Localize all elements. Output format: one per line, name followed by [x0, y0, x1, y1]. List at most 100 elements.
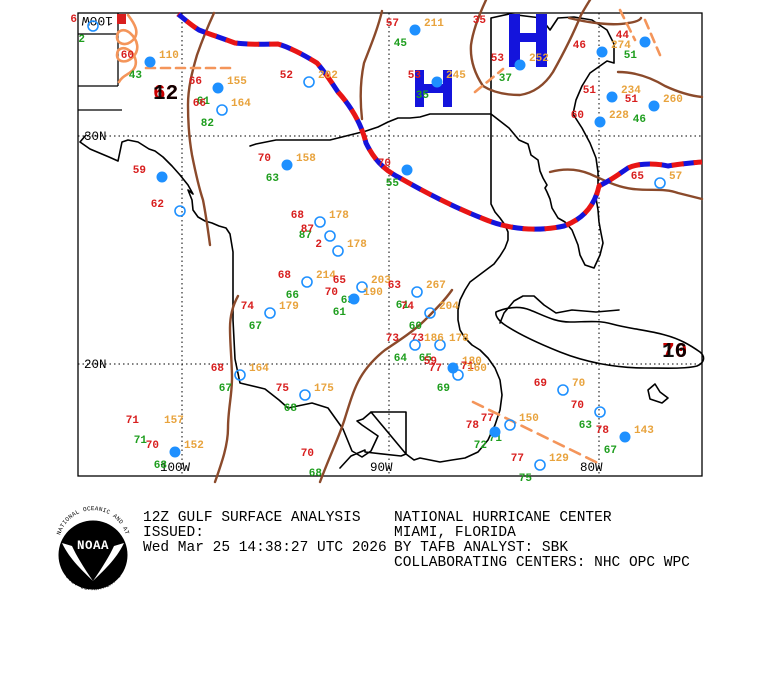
svg-text:68: 68: [291, 210, 305, 222]
svg-text:70: 70: [378, 158, 391, 170]
svg-text:78: 78: [596, 425, 610, 437]
svg-text:67: 67: [604, 445, 617, 457]
svg-text:55: 55: [386, 178, 400, 190]
svg-text:143: 143: [634, 425, 654, 437]
svg-text:12: 12: [153, 83, 178, 106]
svg-text:53: 53: [491, 53, 505, 65]
svg-text:69: 69: [437, 383, 450, 395]
svg-text:202: 202: [318, 70, 338, 82]
svg-text:190: 190: [363, 287, 383, 299]
svg-text:52: 52: [280, 70, 293, 82]
svg-text:260: 260: [663, 94, 683, 106]
svg-text:65: 65: [631, 171, 645, 183]
svg-text:252: 252: [529, 53, 549, 65]
svg-text:164: 164: [231, 98, 251, 110]
svg-text:160: 160: [467, 363, 487, 375]
svg-text:6: 6: [70, 14, 77, 26]
svg-text:77: 77: [511, 453, 524, 465]
svg-text:68: 68: [211, 363, 225, 375]
svg-text:164: 164: [249, 363, 269, 375]
svg-text:78: 78: [466, 420, 480, 432]
svg-text:68: 68: [284, 403, 298, 415]
svg-text:35: 35: [473, 15, 487, 27]
svg-text:75: 75: [276, 383, 290, 395]
svg-text:72: 72: [474, 440, 487, 452]
svg-text:2: 2: [78, 34, 85, 46]
svg-text:68: 68: [278, 270, 292, 282]
svg-text:175: 175: [314, 383, 334, 395]
svg-text:150: 150: [519, 413, 539, 425]
svg-text:67: 67: [249, 321, 262, 333]
svg-text:68: 68: [154, 460, 168, 472]
svg-text:204: 204: [439, 301, 459, 313]
svg-text:60: 60: [571, 110, 584, 122]
svg-text:63: 63: [388, 280, 402, 292]
svg-text:74: 74: [241, 301, 255, 313]
svg-text:45: 45: [394, 38, 408, 50]
svg-text:43: 43: [129, 70, 143, 82]
svg-text:68: 68: [309, 468, 323, 480]
svg-text:60: 60: [121, 50, 134, 62]
svg-text:BY TAFB ANALYST: SBK: BY TAFB ANALYST: SBK: [394, 540, 568, 556]
svg-text:63: 63: [579, 420, 593, 432]
svg-text:16: 16: [662, 341, 687, 364]
svg-text:59: 59: [133, 165, 146, 177]
svg-text:90W: 90W: [370, 461, 393, 475]
svg-text:178: 178: [347, 239, 367, 251]
svg-text:245: 245: [446, 70, 466, 82]
svg-text:211: 211: [424, 18, 444, 30]
svg-text:77: 77: [481, 413, 494, 425]
svg-text:65: 65: [333, 275, 347, 287]
svg-text:70: 70: [301, 448, 314, 460]
svg-text:73: 73: [411, 333, 425, 345]
svg-text:51: 51: [625, 94, 639, 106]
svg-text:152: 152: [184, 440, 204, 452]
svg-text:51: 51: [624, 50, 638, 62]
svg-text:110: 110: [159, 50, 179, 62]
svg-text:12Z GULF SURFACE ANALYSIS: 12Z GULF SURFACE ANALYSIS: [143, 510, 361, 526]
svg-text:80W: 80W: [580, 461, 603, 475]
svg-text:66: 66: [193, 98, 206, 110]
svg-text:20N: 20N: [84, 358, 107, 372]
svg-text:COLLABORATING CENTERS: NHC OPC: COLLABORATING CENTERS: NHC OPC WPC: [394, 555, 690, 571]
svg-text:186: 186: [424, 333, 444, 345]
svg-text:46: 46: [573, 40, 586, 52]
svg-text:71: 71: [126, 415, 140, 427]
svg-text:70: 70: [325, 287, 338, 299]
svg-text:ISSUED:: ISSUED:: [143, 525, 204, 541]
svg-text:53: 53: [408, 70, 422, 82]
svg-text:NATIONAL OCEANIC AND ATMOSPHER: NATIONAL OCEANIC AND ATMOSPHERIC ADMINIS…: [0, 0, 131, 536]
svg-text:155: 155: [227, 76, 247, 88]
svg-text:77: 77: [429, 363, 442, 375]
svg-text:82: 82: [201, 118, 214, 130]
svg-text:30N: 30N: [84, 130, 107, 144]
svg-text:57: 57: [386, 18, 399, 30]
svg-text:62: 62: [151, 199, 164, 211]
svg-text:2: 2: [315, 239, 322, 251]
svg-text:179: 179: [279, 301, 299, 313]
svg-text:178: 178: [449, 333, 469, 345]
svg-text:57: 57: [669, 171, 682, 183]
svg-text:75: 75: [519, 473, 533, 485]
svg-text:64: 64: [394, 353, 408, 365]
svg-text:66: 66: [189, 76, 202, 88]
svg-text:61: 61: [333, 307, 347, 319]
svg-text:NOAA: NOAA: [77, 539, 109, 553]
svg-text:70: 70: [572, 378, 585, 390]
svg-text:157: 157: [164, 415, 184, 427]
svg-text:44: 44: [616, 30, 630, 42]
svg-text:73: 73: [386, 333, 400, 345]
svg-text:129: 129: [549, 453, 569, 465]
svg-text:267: 267: [426, 280, 446, 292]
svg-text:87: 87: [301, 224, 314, 236]
svg-text:67: 67: [219, 383, 232, 395]
svg-text:Wed Mar 25 14:38:27 UTC 2026: Wed Mar 25 14:38:27 UTC 2026: [143, 540, 387, 556]
svg-text:228: 228: [609, 110, 629, 122]
svg-text:158: 158: [296, 153, 316, 165]
svg-text:70: 70: [571, 400, 584, 412]
svg-text:51: 51: [583, 85, 597, 97]
svg-text:MIAMI, FLORIDA: MIAMI, FLORIDA: [394, 525, 516, 541]
svg-text:69: 69: [534, 378, 547, 390]
svg-text:60: 60: [409, 321, 422, 333]
svg-text:70: 70: [146, 440, 159, 452]
